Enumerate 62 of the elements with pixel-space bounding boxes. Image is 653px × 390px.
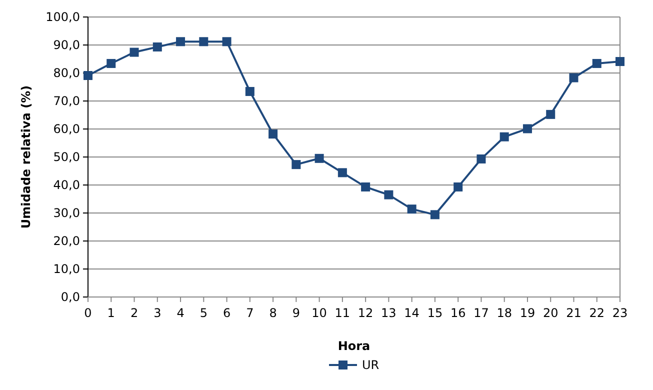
x-tick-label: 13 (381, 306, 396, 320)
x-tick-label: 22 (589, 306, 605, 320)
x-tick-label: 23 (612, 306, 628, 320)
point (407, 204, 416, 214)
point (384, 190, 394, 200)
point (500, 132, 509, 142)
point (268, 130, 278, 139)
x-tick-label: 15 (427, 306, 443, 320)
point (292, 160, 301, 170)
x-tick-label: 19 (520, 306, 536, 320)
point (152, 42, 162, 52)
point (176, 37, 186, 46)
y-tick-label: 10,0 (53, 262, 80, 276)
legend-label: UR (362, 358, 380, 372)
point (199, 37, 208, 46)
point (361, 182, 370, 192)
point (130, 48, 139, 57)
x-tick-label: 4 (176, 306, 184, 320)
y-tick-label: 60,0 (53, 122, 80, 136)
point (454, 182, 463, 192)
y-tick-label: 70,0 (53, 94, 80, 108)
x-tick-label: 20 (542, 306, 558, 320)
x-tick-label: 12 (358, 306, 374, 320)
x-tick-label: 7 (246, 306, 254, 320)
point (338, 168, 347, 178)
x-tick-label: 3 (154, 306, 162, 320)
point (569, 73, 578, 82)
point (314, 154, 324, 163)
y-tick-label: 30,0 (53, 206, 80, 220)
point (476, 154, 486, 164)
x-tick-label: 11 (334, 306, 350, 320)
x-tick-label: 10 (312, 306, 327, 320)
point (616, 57, 624, 66)
x-tick-label: 9 (292, 306, 300, 320)
x-tick-label: 14 (404, 306, 420, 320)
point (430, 210, 440, 220)
x-tick-label: 6 (222, 306, 231, 320)
x-tick-label: 0 (84, 306, 92, 320)
y-tick-label: 0,0 (60, 290, 80, 304)
y-tick-label: 20,0 (53, 234, 80, 248)
x-axis-title: Hora (338, 339, 370, 353)
point (222, 37, 232, 46)
y-tick-label: 100,0 (46, 10, 80, 24)
x-tick-label: 8 (269, 306, 277, 320)
x-tick-label: 2 (130, 306, 138, 320)
y-tick-label: 80,0 (53, 66, 80, 80)
point (245, 86, 254, 96)
y-tick-label: 40,0 (53, 178, 80, 192)
x-tick-label: 17 (474, 306, 489, 320)
point (84, 71, 92, 80)
x-tick-label: 16 (450, 306, 466, 320)
x-tick-label: 5 (200, 306, 208, 320)
x-tick-label: 21 (566, 306, 582, 320)
y-axis-title: Umidade relativa (%) (19, 85, 33, 229)
point (592, 58, 602, 68)
point (546, 110, 556, 119)
y-tick-label: 90,0 (53, 38, 80, 52)
x-tick-label: 1 (107, 306, 115, 320)
x-tick-label: 18 (496, 306, 512, 320)
y-tick-label: 50,0 (53, 150, 80, 164)
point (522, 124, 532, 134)
point (106, 58, 116, 68)
